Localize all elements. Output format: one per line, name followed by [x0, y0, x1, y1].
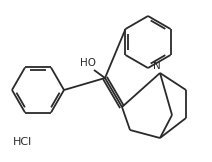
Text: HCl: HCl [12, 137, 32, 147]
Text: HO: HO [80, 58, 96, 68]
Text: N: N [153, 61, 161, 71]
